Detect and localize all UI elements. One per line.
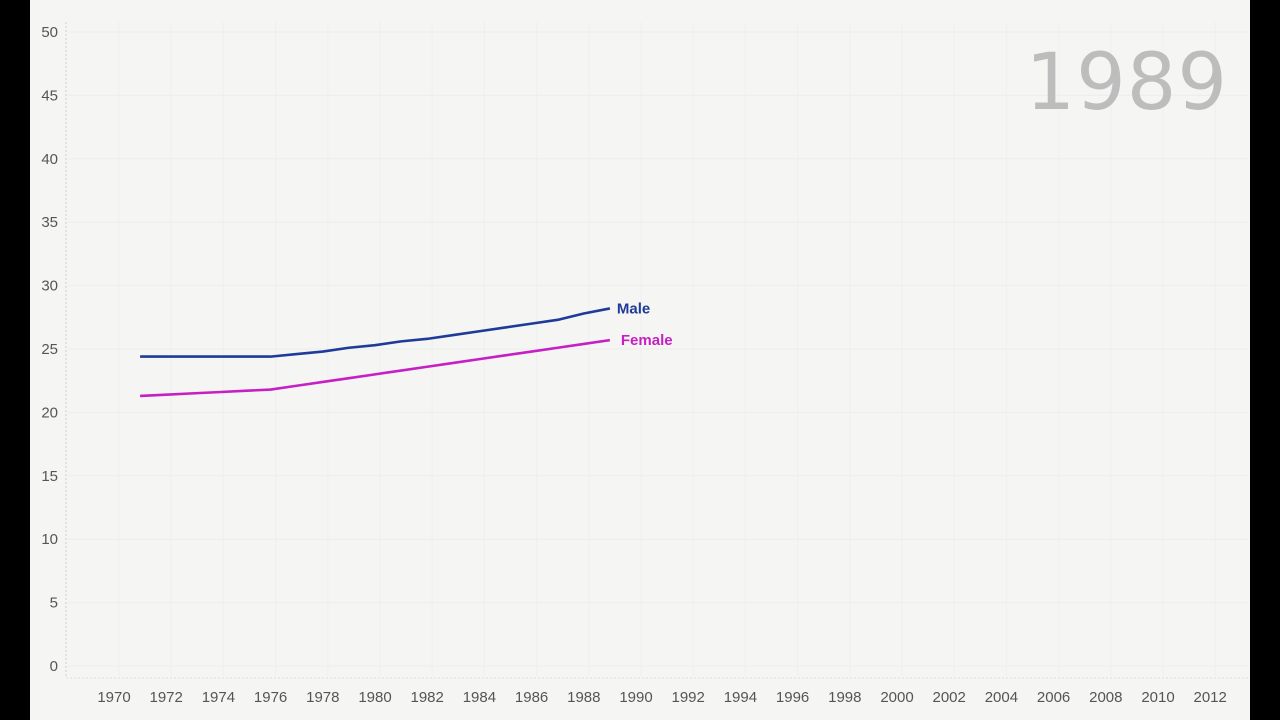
x-tick-label: 1976 [254, 689, 287, 706]
x-tick-label: 1994 [724, 689, 757, 706]
y-tick-label: 30 [41, 278, 58, 295]
x-tick-label: 1984 [463, 689, 496, 706]
y-tick-label: 0 [50, 658, 58, 675]
y-tick-label: 40 [41, 151, 58, 168]
y-tick-label: 5 [50, 595, 58, 612]
y-tick-label: 35 [41, 214, 58, 231]
x-tick-label: 2006 [1037, 689, 1070, 706]
y-tick-label: 20 [41, 404, 58, 421]
x-tick-label: 1970 [97, 689, 130, 706]
y-tick-label: 50 [41, 24, 58, 41]
y-tick-label: 15 [41, 468, 58, 485]
x-tick-label: 1986 [515, 689, 548, 706]
x-tick-label: 2000 [880, 689, 913, 706]
x-tick-label: 1978 [306, 689, 339, 706]
x-tick-label: 1992 [672, 689, 705, 706]
series-line-male [140, 307, 611, 358]
x-tick-label: 2004 [985, 689, 1018, 706]
series-line-female [140, 338, 611, 398]
x-tick-label: 1982 [411, 689, 444, 706]
x-tick-label: 2002 [933, 689, 966, 706]
x-tick-label: 1998 [828, 689, 861, 706]
x-tick-label: 1990 [619, 689, 652, 706]
x-tick-label: 1996 [776, 689, 809, 706]
x-tick-label: 2008 [1089, 689, 1122, 706]
chart-frame: 0 5 10 15 20 25 30 35 40 45 50 1970 1972 1974 1976 1978… [30, 0, 1250, 720]
y-tick-label: 45 [41, 87, 58, 104]
x-tick-label: 1980 [358, 689, 391, 706]
series-label-female: Female [621, 332, 673, 349]
y-tick-label: 25 [41, 341, 58, 358]
x-tick-label: 1972 [150, 689, 183, 706]
line-chart: 0 5 10 15 20 25 30 35 40 45 50 1970 1972 1974 1976 1978… [41, 22, 1248, 706]
y-tick-label: 10 [41, 531, 58, 548]
series-label-male: Male [617, 300, 650, 317]
year-display: 1989 [1025, 38, 1228, 128]
x-tick-label: 1974 [202, 689, 235, 706]
x-tick-label: 1988 [567, 689, 600, 706]
x-tick-label: 2012 [1194, 689, 1227, 706]
x-tick-label: 2010 [1141, 689, 1174, 706]
